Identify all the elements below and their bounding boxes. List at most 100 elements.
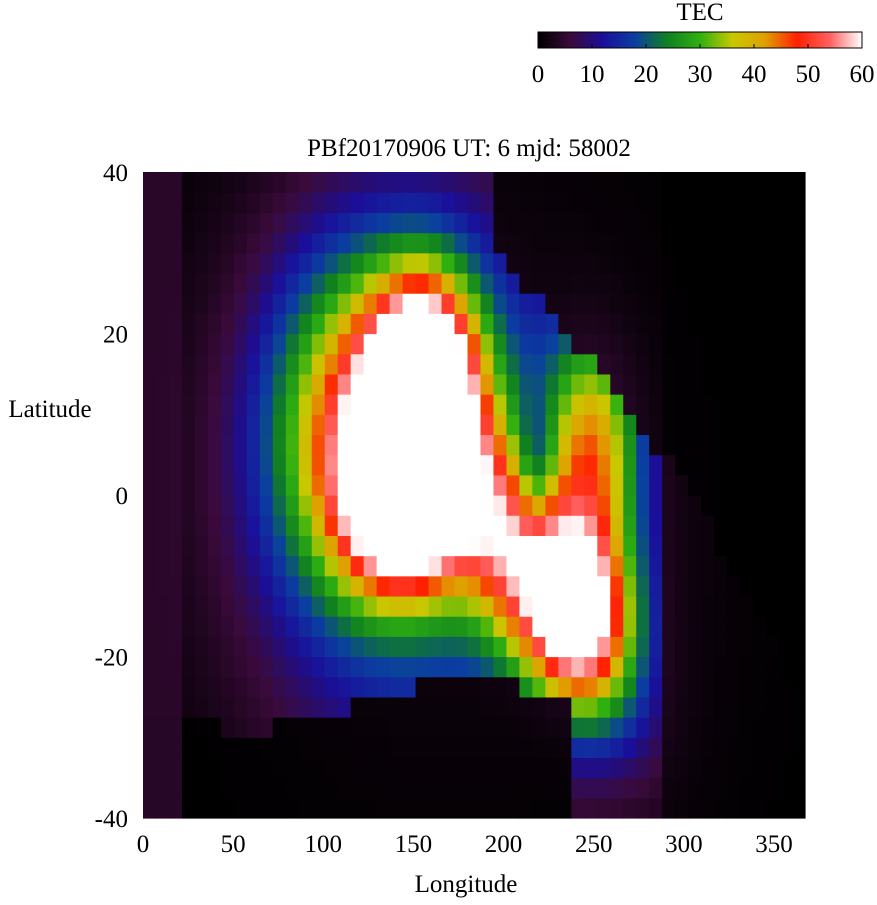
- heatmap-cell: [792, 272, 806, 294]
- heatmap-cell: [519, 636, 533, 658]
- heatmap-cell: [636, 414, 650, 436]
- heatmap-cell: [480, 434, 495, 456]
- heatmap-cell: [285, 757, 300, 779]
- heatmap-cell: [675, 595, 689, 617]
- heatmap-cell: [623, 737, 637, 759]
- heatmap-cell: [454, 353, 469, 375]
- heatmap-cell: [220, 676, 235, 698]
- heatmap-cell: [519, 797, 533, 819]
- heatmap-cell: [753, 313, 767, 335]
- heatmap-cell: [506, 575, 521, 597]
- heatmap-cell: [272, 212, 287, 234]
- heatmap-cell: [311, 797, 326, 819]
- heatmap-cell: [740, 212, 754, 234]
- heatmap-cell: [584, 474, 598, 496]
- heatmap-cell: [740, 232, 754, 254]
- heatmap-cell: [285, 192, 300, 213]
- heatmap-cell: [480, 616, 495, 637]
- heatmap-cell: [662, 595, 676, 617]
- x-tick-label: 200: [485, 831, 523, 858]
- heatmap-cell: [480, 575, 495, 597]
- colorbar-tick-label: 40: [742, 61, 767, 88]
- heatmap-cell: [441, 272, 456, 294]
- heatmap-cell: [532, 797, 546, 819]
- heatmap-cell: [675, 353, 689, 375]
- heatmap-cell: [246, 595, 261, 617]
- heatmap-cell: [233, 474, 248, 496]
- heatmap-cell: [259, 192, 274, 213]
- heatmap-cell: [143, 353, 157, 375]
- heatmap-cell: [311, 454, 326, 476]
- heatmap-cell: [597, 212, 611, 234]
- heatmap-cell: [337, 515, 352, 536]
- heatmap-cell: [714, 454, 728, 476]
- heatmap-cell: [389, 373, 404, 395]
- heatmap-cell: [688, 434, 702, 456]
- heatmap-cell: [662, 535, 676, 557]
- heatmap-cell: [402, 293, 417, 314]
- heatmap-cell: [233, 172, 248, 193]
- heatmap-cell: [766, 737, 780, 759]
- heatmap-cell: [207, 696, 222, 718]
- heatmap-cell: [246, 232, 261, 254]
- heatmap-cell: [558, 696, 572, 718]
- heatmap-cell: [376, 595, 391, 617]
- heatmap-cell: [233, 232, 248, 254]
- heatmap-cell: [311, 192, 326, 213]
- heatmap-cell: [259, 616, 274, 637]
- heatmap-cell: [610, 797, 624, 819]
- heatmap-cell: [571, 192, 585, 213]
- heatmap-cell: [311, 293, 326, 314]
- heatmap-cell: [155, 797, 170, 819]
- colorbar-tick-label: 10: [580, 61, 605, 88]
- heatmap-cell: [194, 394, 209, 415]
- heatmap-cell: [675, 656, 689, 678]
- heatmap-cell: [571, 555, 585, 577]
- heatmap-cell: [298, 192, 313, 213]
- heatmap-cell: [207, 797, 222, 819]
- heatmap-cell: [662, 293, 676, 314]
- heatmap-cell: [350, 212, 365, 234]
- heatmap-cell: [662, 515, 676, 536]
- heatmap-cell: [389, 575, 404, 597]
- heatmap-cell: [311, 575, 326, 597]
- heatmap-cell: [597, 293, 611, 314]
- heatmap-cell: [662, 777, 676, 799]
- heatmap-cell: [779, 293, 793, 314]
- heatmap-cell: [779, 515, 793, 536]
- heatmap-cell: [454, 555, 469, 577]
- heatmap-cell: [363, 373, 378, 395]
- heatmap-cell: [766, 797, 780, 819]
- heatmap-cell: [246, 515, 261, 536]
- heatmap-cell: [467, 353, 482, 375]
- heatmap-cell: [428, 353, 443, 375]
- heatmap-cell: [584, 616, 598, 637]
- heatmap-cell: [143, 777, 157, 799]
- heatmap-cell: [467, 172, 482, 193]
- heatmap-cell: [519, 333, 533, 355]
- heatmap-cell: [194, 696, 209, 718]
- heatmap-cell: [519, 717, 533, 738]
- heatmap-cell: [285, 636, 300, 658]
- heatmap-cell: [506, 454, 521, 476]
- heatmap-cell: [155, 696, 170, 718]
- heatmap-cell: [415, 232, 430, 254]
- heatmap-cell: [662, 394, 676, 415]
- heatmap-cell: [506, 495, 521, 516]
- heatmap-cell: [143, 394, 157, 415]
- heatmap-cell: [428, 272, 443, 294]
- heatmap-cell: [610, 212, 624, 234]
- heatmap-cell: [779, 696, 793, 718]
- heatmap-cell: [545, 252, 559, 274]
- heatmap-cell: [467, 535, 482, 557]
- heatmap-cell: [259, 414, 274, 436]
- heatmap-cell: [545, 313, 559, 335]
- heatmap-cell: [220, 333, 235, 355]
- heatmap-cell: [194, 192, 209, 213]
- heatmap-cell: [519, 555, 533, 577]
- heatmap-cell: [441, 232, 456, 254]
- heatmap-cell: [792, 313, 806, 335]
- heatmap-cell: [272, 172, 287, 193]
- heatmap-cell: [246, 717, 261, 738]
